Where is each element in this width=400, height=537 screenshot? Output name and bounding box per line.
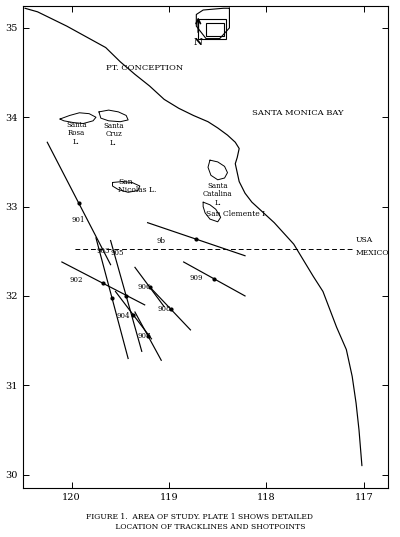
Bar — [198, 19, 226, 39]
Text: San Clemente I.: San Clemente I. — [206, 210, 268, 217]
Text: Santa
Cruz
L.: Santa Cruz L. — [103, 122, 124, 147]
Text: 906: 906 — [138, 283, 152, 291]
Text: MEXICO: MEXICO — [356, 250, 390, 257]
Text: 904: 904 — [116, 311, 130, 320]
Text: 903: 903 — [96, 247, 110, 255]
Bar — [206, 24, 224, 36]
Text: 902: 902 — [70, 276, 83, 284]
Text: 908: 908 — [158, 306, 171, 314]
Text: SANTA MONICA BAY: SANTA MONICA BAY — [252, 109, 344, 117]
Text: Santa
Rosa
L.: Santa Rosa L. — [66, 121, 87, 146]
Text: USA: USA — [356, 236, 373, 244]
Text: FIGURE 1.  AREA OF STUDY. PLATE 1 SHOWS DETAILED
         LOCATION OF TRACKLINES: FIGURE 1. AREA OF STUDY. PLATE 1 SHOWS D… — [86, 513, 314, 531]
Text: 901: 901 — [72, 216, 85, 224]
Text: PT. CONCEPTION: PT. CONCEPTION — [106, 64, 183, 72]
Text: 907: 907 — [138, 332, 152, 340]
Text: San
Nicolas L.: San Nicolas L. — [118, 178, 157, 194]
Text: 905: 905 — [111, 249, 124, 257]
Text: 9b: 9b — [157, 236, 166, 244]
Text: Santa
Catalina
L.: Santa Catalina L. — [203, 182, 232, 207]
Text: N: N — [194, 38, 203, 47]
Text: 909: 909 — [190, 274, 203, 282]
